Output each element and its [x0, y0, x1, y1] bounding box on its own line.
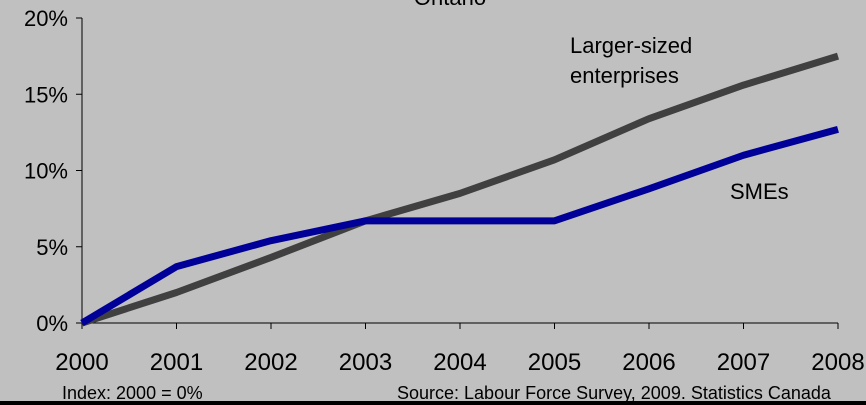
series-line-larger-sized-enterprises — [80, 52, 840, 327]
series-line-smes — [80, 125, 839, 327]
y-tick-label: 20% — [24, 6, 68, 31]
series-label-larger-sized-enterprises: Larger-sized enterprises — [570, 33, 692, 88]
series-layer — [80, 52, 840, 327]
series-label-smes: SMEs — [730, 179, 789, 204]
x-tick-label: 2003 — [339, 349, 392, 376]
source-note: Source: Labour Force Survey, 2009. Stati… — [397, 383, 832, 403]
y-tick-label: 15% — [24, 82, 68, 107]
x-tick-label: 2007 — [717, 349, 770, 376]
x-tick-label: 2006 — [622, 349, 675, 376]
x-tick-label: 2002 — [244, 349, 297, 376]
y-tick-label: 10% — [24, 159, 68, 184]
index-note: Index: 2000 = 0% — [62, 383, 203, 403]
x-tick-label: 2004 — [433, 349, 486, 376]
chart-title: Ontario — [414, 0, 486, 10]
x-tick-label: 2008 — [811, 349, 864, 376]
x-tick-label: 2001 — [150, 349, 203, 376]
bottom-rule — [0, 401, 866, 405]
x-tick-label: 2005 — [528, 349, 581, 376]
y-tick-label: 0% — [36, 311, 68, 336]
x-axis: 2000 2001 2002 2003 2004 2005 2006 2007 2008 — [55, 323, 865, 376]
y-axis: 0% 5% 10% 15% 20% — [24, 6, 82, 336]
x-tick-label: 2000 — [55, 349, 108, 376]
y-tick-label: 5% — [36, 235, 68, 260]
